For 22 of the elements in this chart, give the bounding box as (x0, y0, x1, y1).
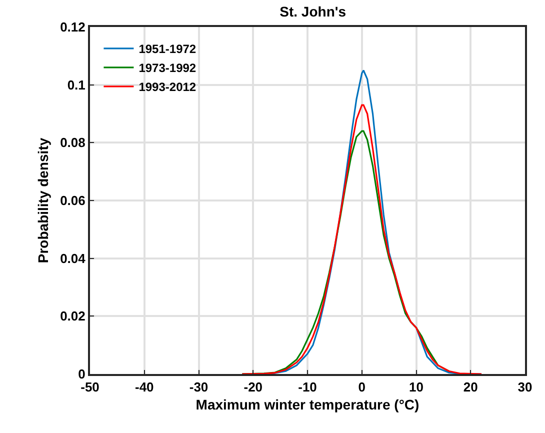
x-tick-label: -10 (298, 380, 317, 395)
y-axis-title: Probability density (35, 138, 52, 264)
x-tick-label: 30 (518, 380, 532, 395)
legend-label: 1973-1992 (138, 61, 196, 76)
x-tick-label: 10 (409, 380, 424, 395)
chart-title: St. John's (280, 3, 346, 20)
y-tick-label: 0.02 (60, 308, 86, 324)
y-tick-label: 0.04 (60, 250, 86, 266)
x-tick-label: -20 (244, 380, 263, 395)
y-tick-label: 0.1 (67, 77, 86, 92)
legend-label: 1993-2012 (138, 80, 196, 94)
y-tick-label: 0 (78, 366, 86, 382)
x-axis-title: Maximum winter temperature (°C) (196, 396, 420, 412)
legend-label: 1951-1972 (138, 42, 196, 56)
y-tick-label: 0.08 (60, 135, 86, 150)
x-tick-label: -50 (80, 380, 100, 395)
x-tick-label: -30 (189, 380, 208, 395)
y-tick-label: 0.06 (60, 193, 86, 208)
x-tick-label: -40 (134, 380, 154, 395)
y-tick-label: 0.12 (60, 20, 86, 35)
x-tick-label: 0 (358, 380, 366, 395)
x-tick-label: 20 (463, 380, 478, 395)
